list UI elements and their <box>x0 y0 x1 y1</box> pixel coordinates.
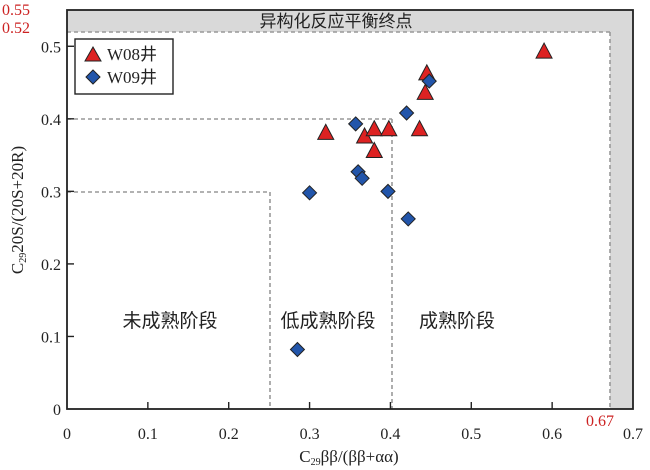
y-tick-label: 0.5 <box>41 39 61 56</box>
legend-triangle-marker <box>84 45 102 62</box>
x-tick-label: 0.7 <box>623 426 643 443</box>
y-tick-label: 0 <box>53 402 61 419</box>
region-mature-label: 成熟阶段 <box>419 310 495 332</box>
y-tick-label: 0.1 <box>41 329 61 346</box>
y-tick-label: 0.3 <box>41 184 61 201</box>
top-mark-052: 0.52 <box>2 20 30 37</box>
x-axis-ticks: 0 0.1 0.2 0.3 0.4 0.5 0.6 0.7 <box>63 402 643 443</box>
w09-data-point <box>289 341 306 358</box>
region-immature-label: 未成熟阶段 <box>122 310 217 332</box>
x-tick-label: 0.5 <box>461 426 481 443</box>
right-mark-067: 0.67 <box>586 413 614 430</box>
legend-diamond-marker <box>85 69 101 85</box>
y-axis-ticks: 0 0.1 0.2 0.3 0.4 0.5 <box>41 39 74 419</box>
equilibrium-band-top <box>67 10 633 32</box>
w09-data-point <box>380 183 396 200</box>
w08-data-point <box>416 83 435 100</box>
y-axis-title: C2920S/(20S+20R) <box>8 146 29 274</box>
legend: W08井 W09井 <box>74 38 174 95</box>
x-tick-label: 0.2 <box>219 426 239 443</box>
legend-w08-label: W08井 <box>107 45 157 64</box>
legend-box <box>74 38 174 95</box>
equilibrium-label: 异构化反应平衡终点 <box>260 12 413 32</box>
equilibrium-band-right <box>610 10 633 409</box>
w08-data-point <box>410 119 429 137</box>
w08-data-point <box>365 119 384 137</box>
plot-frame <box>66 9 634 410</box>
legend-w09-label: W09井 <box>107 68 157 87</box>
w09-data-point <box>347 116 364 132</box>
x-tick-label: 0.6 <box>542 426 562 443</box>
y-tick-label: 0.4 <box>41 112 61 129</box>
w08-data-point <box>365 141 384 158</box>
data-points <box>289 42 553 358</box>
y-tick-label: 0.2 <box>41 257 61 274</box>
region-lowmature-label: 低成熟阶段 <box>280 310 375 332</box>
x-tick-label: 0.3 <box>300 426 320 443</box>
x-tick-label: 0.4 <box>380 426 400 443</box>
w08-data-point <box>316 123 335 140</box>
w09-data-point <box>400 211 416 227</box>
x-axis-title: C29ββ/(ββ+αα) <box>299 447 398 468</box>
w09-data-point <box>301 185 318 201</box>
top-mark-055: 0.55 <box>2 2 30 19</box>
w09-data-point <box>354 170 370 187</box>
x-tick-label: 0.1 <box>138 426 158 443</box>
w08-data-point <box>379 119 398 137</box>
threshold-lines <box>67 31 611 409</box>
w09-data-point <box>421 73 437 89</box>
w08-data-point <box>535 42 553 59</box>
x-tick-label: 0 <box>63 426 71 443</box>
w09-data-point <box>398 105 415 121</box>
